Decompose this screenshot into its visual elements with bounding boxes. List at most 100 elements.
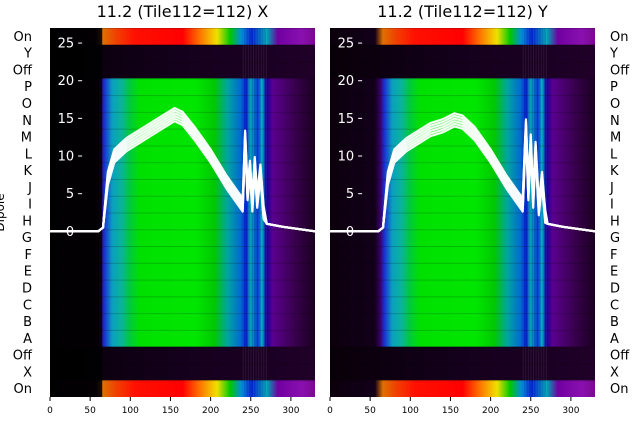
heatmap-row [330, 145, 595, 163]
xtick-label: 50 [364, 406, 376, 416]
xtick-label: 0 [47, 406, 53, 416]
dipole-label: M [21, 131, 32, 146]
xtick-label: 150 [442, 406, 459, 416]
heatmap-row [330, 128, 595, 147]
dipole-label: X [610, 365, 619, 380]
row-separator [330, 95, 595, 97]
dipole-label: On [14, 30, 32, 45]
panel-title: 11.2 (Tile112=112) X [97, 2, 269, 21]
xtick-label: 200 [482, 406, 499, 416]
stripe [245, 28, 247, 397]
dipole-label: F [610, 248, 617, 263]
ytick-label: 15 [58, 112, 75, 127]
heatmap-row [50, 44, 315, 63]
dipole-label: D [610, 281, 620, 296]
stripe [540, 28, 542, 397]
ytick-label: 0 [346, 225, 354, 240]
heatmap-row [330, 195, 595, 214]
dipole-label: Off [13, 349, 33, 364]
panel-title: 11.2 (Tile112=112) Y [377, 2, 548, 21]
heatmap-row [330, 262, 595, 281]
heatmap-row [50, 329, 315, 348]
dipole-label: B [610, 315, 619, 330]
row-separator [50, 296, 315, 298]
row-separator [330, 78, 595, 80]
row-separator [50, 95, 315, 97]
row-separator [330, 346, 595, 348]
heatmap-row [50, 279, 315, 297]
row-separator [330, 212, 595, 214]
heatmap-row [50, 363, 315, 381]
heatmap-row [330, 162, 595, 180]
stripe [265, 28, 267, 397]
heatmap-row [330, 296, 595, 314]
dipole-label: N [610, 114, 620, 129]
dark-region [50, 28, 103, 397]
dipole-label: H [22, 214, 32, 229]
xtick-label: 150 [162, 406, 179, 416]
row-separator [50, 346, 315, 348]
row-separator [50, 128, 315, 130]
heatmap-row [50, 246, 315, 264]
dipole-label: E [610, 265, 618, 280]
dipole-label: K [610, 164, 619, 179]
dipole-label: On [610, 30, 628, 45]
stripe [525, 28, 527, 397]
heatmap-row [50, 95, 315, 113]
heatmap-row [330, 212, 595, 230]
heatmap-row [330, 78, 595, 96]
stripe [247, 28, 249, 397]
dipole-label: Off [13, 63, 33, 78]
heatmap-row [50, 78, 315, 96]
row-separator [50, 279, 315, 281]
xtick-label: 250 [242, 406, 259, 416]
dipole-label: J [609, 181, 614, 196]
dipole-label: O [610, 97, 620, 112]
xtick-label: 100 [122, 406, 139, 416]
row-separator [330, 61, 595, 63]
dipole-label: J [27, 181, 32, 196]
heatmap-row [330, 279, 595, 297]
ytick-label: 5 [66, 187, 74, 202]
xtick-label: 300 [282, 406, 299, 416]
heatmap-row [50, 380, 315, 397]
xtick-label: 200 [202, 406, 219, 416]
row-separator [50, 78, 315, 80]
heatmap-row [330, 346, 595, 365]
row-separator [330, 246, 595, 248]
dipole-label: P [610, 80, 618, 95]
heatmap-row [50, 195, 315, 214]
row-separator [50, 61, 315, 63]
heatmap-row [330, 363, 595, 381]
heatmap-row [330, 95, 595, 113]
row-separator [330, 313, 595, 315]
heatmap-row [50, 296, 315, 314]
heatmap-row [330, 229, 595, 247]
row-separator [330, 296, 595, 298]
dipole-label: L [25, 147, 33, 162]
row-separator [330, 279, 595, 281]
xtick-label: 0 [327, 406, 333, 416]
dipole-label: G [610, 231, 620, 246]
heatmap-row [50, 346, 315, 365]
row-separator [50, 178, 315, 180]
heatmap-row [50, 229, 315, 247]
stripe [255, 28, 257, 397]
dipole-label: D [22, 281, 32, 296]
stripe [530, 28, 532, 397]
row-separator [330, 178, 595, 180]
row-separator [330, 195, 595, 197]
heatmap-row [330, 61, 595, 79]
y-axis-label: Dipole [0, 193, 7, 231]
dipole-label: N [22, 114, 32, 129]
dipole-label: C [610, 298, 619, 313]
stripe [250, 28, 252, 397]
dipole-label: K [23, 164, 32, 179]
xtick-label: 300 [562, 406, 579, 416]
dipole-label: On [610, 382, 628, 397]
row-separator [330, 162, 595, 164]
dipole-label: Y [609, 47, 618, 62]
